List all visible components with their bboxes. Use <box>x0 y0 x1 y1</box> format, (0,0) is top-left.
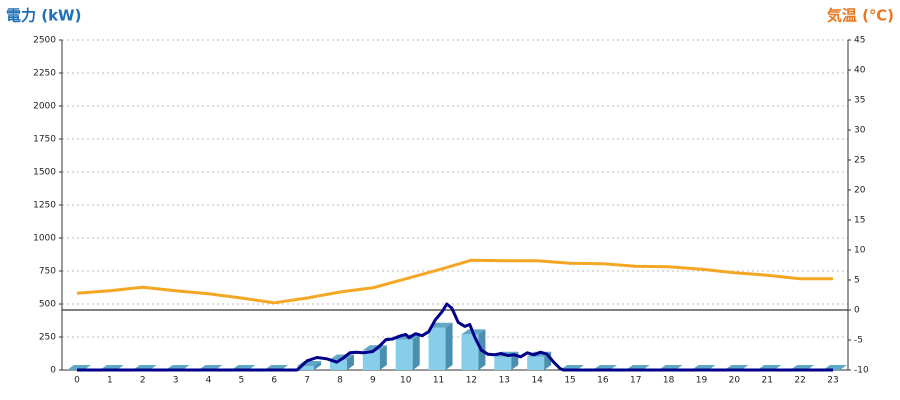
bar-face <box>445 322 453 370</box>
bar-face <box>395 339 413 370</box>
line <box>76 258 833 305</box>
x-tick-label: 7 <box>304 376 310 386</box>
y2-axis-title: 気温 (℃) <box>827 7 894 25</box>
x-tick-label: 13 <box>499 376 510 386</box>
x-tick-label: 0 <box>74 376 80 386</box>
line <box>77 302 833 372</box>
y2-tick-label: 5 <box>854 276 860 286</box>
y-tick-label: 2000 <box>33 102 56 112</box>
bar-face <box>527 356 545 370</box>
y-tick-label: 1000 <box>33 234 56 244</box>
y-tick-label: 2500 <box>33 36 56 46</box>
y-tick-label: 1250 <box>33 201 56 211</box>
y2-tick-label: 35 <box>854 96 865 106</box>
x-tick-label: 15 <box>564 376 575 386</box>
bar-face <box>297 366 315 370</box>
x-tick-label: 10 <box>400 376 412 386</box>
bar <box>329 354 354 370</box>
x-tick-label: 1 <box>107 376 113 386</box>
y-tick-label: 0 <box>50 366 56 376</box>
bar <box>428 322 453 370</box>
bar-face <box>329 359 347 370</box>
y2-tick-label: 45 <box>854 36 865 46</box>
bar-face <box>314 361 322 370</box>
bar-face <box>346 354 354 370</box>
bar-face <box>412 334 420 370</box>
y2-tick-label: -10 <box>854 366 869 376</box>
x-tick-label: 22 <box>794 376 805 386</box>
x-tick-label: 19 <box>696 376 708 386</box>
y2-tick-label: 40 <box>854 66 866 76</box>
y2-tick-label: 0 <box>854 306 860 316</box>
x-tick-label: 2 <box>140 376 146 386</box>
y-axis-title: 電力 (kW) <box>6 7 81 25</box>
x-tick-label: 16 <box>597 376 609 386</box>
x-tick-label: 4 <box>206 376 212 386</box>
bar-face <box>379 345 387 370</box>
bar-face <box>428 327 446 370</box>
y-tick-label: 1750 <box>33 135 56 145</box>
x-tick-label: 3 <box>173 376 179 386</box>
y2-tick-label: 20 <box>854 186 866 196</box>
y-tick-label: 500 <box>39 300 56 310</box>
y2-tick-label: -5 <box>854 336 863 346</box>
x-tick-label: 5 <box>238 376 244 386</box>
x-tick-label: 14 <box>531 376 543 386</box>
bar-face <box>362 350 380 370</box>
x-tick-label: 20 <box>729 376 741 386</box>
x-tick-label: 12 <box>466 376 477 386</box>
x-tick-label: 17 <box>630 376 641 386</box>
x-tick-label: 11 <box>433 376 444 386</box>
y2-tick-label: 10 <box>854 246 866 256</box>
bar-face <box>461 334 479 370</box>
y-tick-label: 750 <box>39 267 56 277</box>
y-tick-label: 1500 <box>33 168 56 178</box>
y-tick-label: 2250 <box>33 69 56 79</box>
y-tick-label: 250 <box>39 333 56 343</box>
x-tick-label: 23 <box>827 376 838 386</box>
x-tick-label: 6 <box>271 376 277 386</box>
x-tick-label: 8 <box>337 376 343 386</box>
bar <box>362 345 387 370</box>
x-tick-label: 9 <box>370 376 376 386</box>
bar <box>395 334 420 370</box>
bar-face <box>494 356 512 370</box>
x-tick-label: 21 <box>762 376 773 386</box>
x-tick-label: 18 <box>663 376 675 386</box>
y2-tick-label: 25 <box>854 156 865 166</box>
y2-tick-label: 15 <box>854 216 865 226</box>
y2-tick-label: 30 <box>854 126 866 136</box>
